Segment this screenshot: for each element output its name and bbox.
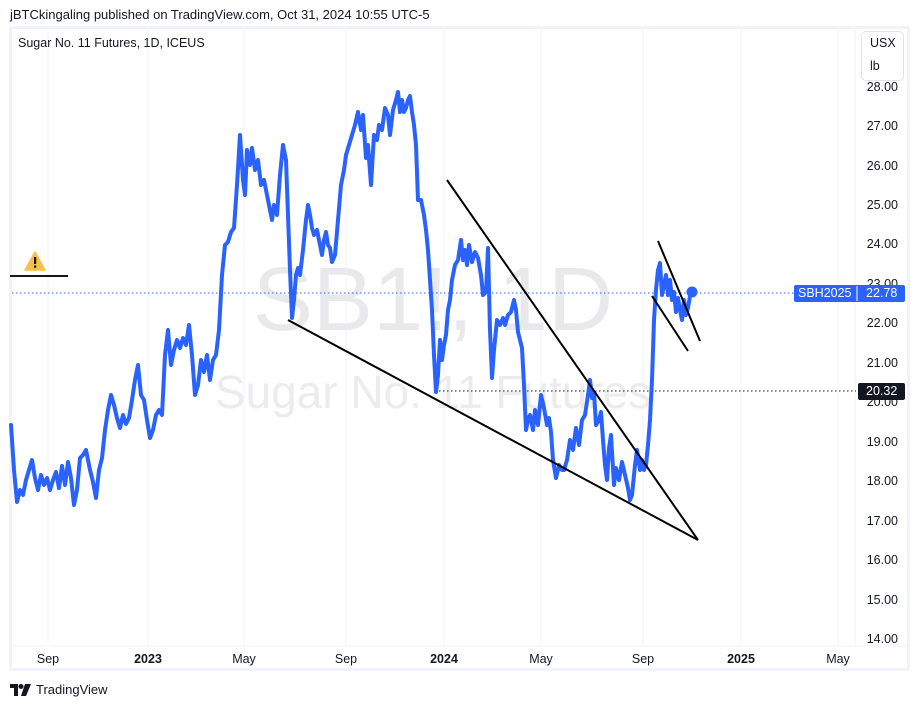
svg-text:14.00: 14.00: [867, 632, 898, 646]
tradingview-logo-icon: [10, 683, 31, 696]
svg-text:May: May: [826, 652, 850, 666]
publish-info: jBTCkingaling published on TradingView.c…: [10, 7, 430, 22]
flag-lower-trendline: [651, 295, 689, 352]
last-price-symbol: SBH2025: [798, 286, 852, 300]
svg-text:25.00: 25.00: [867, 198, 898, 212]
last-price-label: [794, 285, 905, 302]
crosshair-price-value: 20.32: [866, 384, 898, 398]
svg-text:May: May: [529, 652, 553, 666]
time-axis: Sep 2023 May Sep 2024 May Sep 2025 May: [37, 652, 851, 666]
svg-text:2024: 2024: [430, 652, 458, 666]
svg-text:21.00: 21.00: [867, 356, 898, 370]
svg-text:18.00: 18.00: [867, 474, 898, 488]
last-price-marker: [686, 286, 698, 298]
watermark-name: Sugar No. 11 Futures: [215, 366, 651, 418]
currency-unit-selector[interactable]: USX lb: [861, 31, 904, 81]
svg-text:Sep: Sep: [632, 652, 654, 666]
svg-text:28.00: 28.00: [867, 80, 898, 94]
trendlines: [287, 179, 701, 541]
chart-frame[interactable]: [9, 26, 910, 671]
svg-text:15.00: 15.00: [867, 593, 898, 607]
wedge-upper-trendline: [446, 179, 699, 541]
price-line: [9, 90, 694, 507]
svg-text:17.00: 17.00: [867, 514, 898, 528]
last-price-value: 22.78: [866, 286, 898, 300]
unit-label[interactable]: lb: [870, 59, 880, 73]
warning-icon[interactable]: [24, 251, 46, 276]
svg-text:27.00: 27.00: [867, 119, 898, 133]
crosshair-price-label: [858, 383, 905, 400]
svg-text:24.00: 24.00: [867, 237, 898, 251]
price-axis: 28.00 27.00 26.00 25.00 24.00 23.00 22.0…: [867, 80, 898, 646]
tradingview-logo[interactable]: TradingView: [10, 682, 108, 697]
svg-text:Sep: Sep: [37, 652, 59, 666]
legend-title[interactable]: Sugar No. 11 Futures, 1D, ICEUS: [18, 36, 205, 50]
tradingview-brand: TradingView: [36, 682, 108, 697]
wedge-lower-trendline: [287, 319, 699, 541]
currency-label[interactable]: USX: [870, 36, 896, 50]
grid-lines: [47, 30, 839, 646]
svg-text:22.00: 22.00: [867, 316, 898, 330]
svg-text:May: May: [232, 652, 256, 666]
svg-text:19.00: 19.00: [867, 435, 898, 449]
svg-text:2023: 2023: [134, 652, 162, 666]
svg-text:2025: 2025: [727, 652, 755, 666]
svg-text:16.00: 16.00: [867, 553, 898, 567]
svg-text:Sep: Sep: [335, 652, 357, 666]
svg-text:26.00: 26.00: [867, 159, 898, 173]
flag-upper-trendline: [657, 240, 701, 342]
